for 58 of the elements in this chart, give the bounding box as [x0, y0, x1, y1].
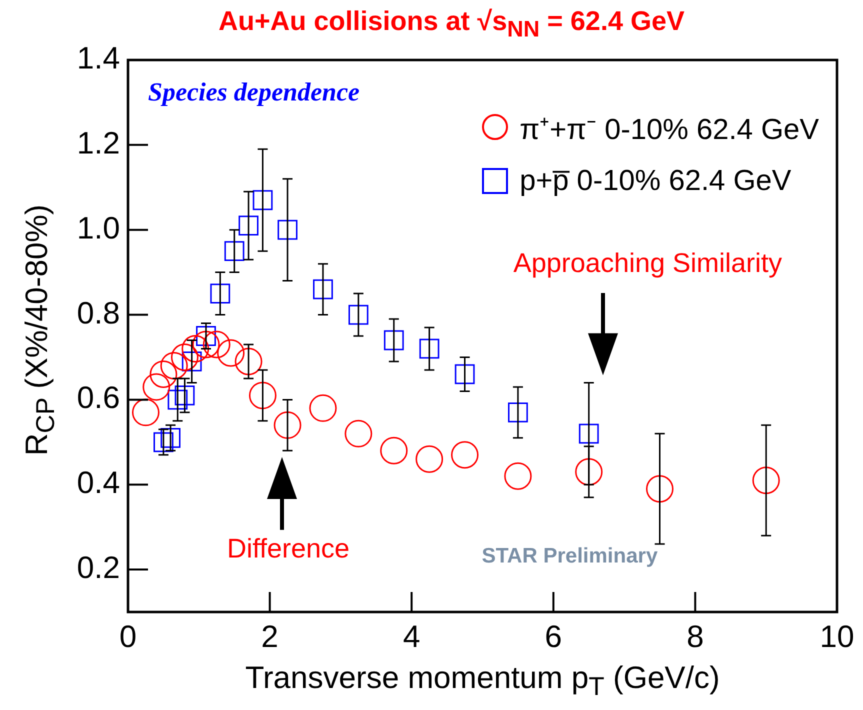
point — [309, 394, 337, 422]
point — [150, 360, 178, 388]
x-tick-label: 4 — [402, 619, 420, 654]
point — [217, 339, 245, 367]
point — [348, 304, 368, 325]
point — [224, 241, 244, 262]
point — [238, 216, 258, 236]
point — [252, 190, 273, 210]
point — [132, 398, 160, 426]
point — [278, 220, 298, 240]
legend-label: p+p̅ 0-10% 62.4 GeV — [520, 164, 792, 198]
point — [170, 343, 198, 371]
point — [248, 382, 276, 410]
y-tick-label: 1.0 — [76, 210, 120, 246]
annotation: Species dependence — [148, 78, 360, 107]
point — [210, 284, 230, 304]
point — [454, 364, 475, 384]
point — [168, 390, 188, 410]
y-tick-label: 0.2 — [76, 550, 120, 586]
point — [752, 466, 780, 494]
x-axis-title: Transverse momentum p$_{T}$ (GeV/c) — [244, 660, 721, 702]
point — [451, 441, 479, 469]
point — [504, 462, 532, 490]
point — [313, 279, 333, 300]
point — [380, 436, 408, 464]
x-tick-label: 6 — [544, 619, 562, 654]
point — [174, 386, 195, 406]
annotation: Difference — [226, 534, 350, 564]
point — [344, 420, 372, 448]
point — [416, 445, 444, 473]
point — [154, 432, 174, 452]
x-tick-label: 0 — [119, 619, 137, 654]
point — [646, 475, 674, 503]
point — [508, 402, 528, 422]
y-tick-label: 0.8 — [76, 295, 120, 330]
point — [160, 428, 180, 448]
point — [419, 338, 440, 359]
point — [384, 330, 404, 350]
annotation: Approaching Similarity — [513, 248, 782, 278]
point — [142, 373, 170, 401]
x-tick-label: 10 — [820, 619, 854, 654]
y-tick-label: 1.2 — [76, 125, 120, 160]
point — [202, 330, 230, 358]
y-tick-label: 0.6 — [76, 380, 120, 416]
y-tick-label: 1.4 — [76, 40, 120, 76]
point — [575, 458, 603, 486]
annotation: STAR Preliminary — [482, 544, 658, 568]
chart-title: Au+Au collisions at √s$_{NN}$ = 62.4 GeV — [218, 6, 686, 42]
point — [160, 352, 188, 380]
y-tick-label: 0.4 — [76, 465, 120, 500]
point — [274, 411, 302, 439]
legend-label: π⁺+π⁻ 0-10% 62.4 GeV — [520, 112, 819, 146]
point — [192, 330, 220, 358]
point — [578, 424, 599, 444]
point — [182, 334, 210, 362]
point — [234, 348, 262, 376]
x-tick-label: 8 — [686, 619, 704, 654]
x-tick-label: 2 — [261, 619, 278, 654]
